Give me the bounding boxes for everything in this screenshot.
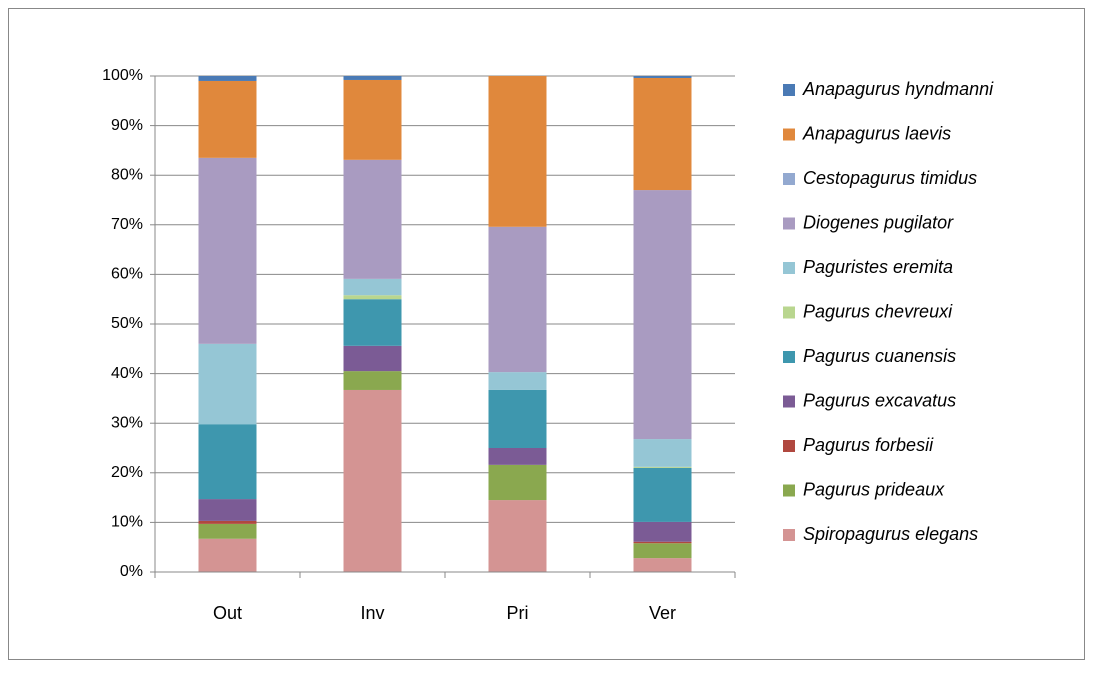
bar-segment [633, 558, 692, 572]
bar-segment [343, 79, 402, 160]
y-tick-label: 0% [120, 563, 143, 580]
legend-label: Pagurus excavatus [803, 390, 956, 410]
y-tick-label: 70% [111, 216, 143, 233]
legend-swatch [783, 84, 795, 96]
legend-label: Pagurus forbesii [803, 435, 934, 455]
legend-swatch [783, 217, 795, 230]
bar-segment [343, 76, 402, 80]
bar-segment [488, 76, 547, 227]
legend-swatch [783, 173, 795, 185]
y-tick-label: 80% [111, 166, 143, 183]
bar-segment [343, 295, 402, 300]
bar-segment [488, 389, 547, 448]
bar-segment [198, 538, 257, 572]
bar-segment [633, 543, 692, 559]
bar-segment [633, 76, 692, 78]
x-tick-label: Out [213, 603, 242, 623]
y-tick-label: 100% [102, 67, 143, 84]
bar-segment [343, 159, 402, 279]
bar-segment [343, 345, 402, 372]
legend-swatch [783, 128, 795, 141]
bar-segment [198, 76, 257, 81]
bar-segment [198, 523, 257, 539]
legend-swatch [783, 529, 795, 541]
legend-swatch [783, 484, 795, 497]
y-tick-label: 40% [111, 365, 143, 382]
y-tick-label: 90% [111, 117, 143, 134]
bar-segment [198, 424, 257, 500]
bar-segment [198, 499, 257, 521]
legend-label: Anapagurus hyndmanni [802, 79, 994, 99]
legend-swatch [783, 351, 795, 363]
legend-label: Paguristes eremita [803, 257, 953, 277]
legend-label: Anapagurus laevis [802, 123, 951, 143]
legend-swatch [783, 440, 795, 452]
x-tick-label: Ver [649, 603, 676, 623]
y-tick-label: 10% [111, 514, 143, 531]
bar-segment [633, 467, 692, 522]
legend-label: Pagurus chevreuxi [803, 301, 953, 321]
bar-segment [198, 343, 257, 425]
bar-segment [488, 226, 547, 373]
bar-segment [488, 372, 547, 390]
legend-swatch [783, 306, 795, 319]
bar-segment [488, 448, 547, 465]
bar-segment [633, 190, 692, 440]
x-tick-label: Inv [360, 603, 384, 623]
bar-segment [343, 278, 402, 296]
bar-segment [633, 521, 692, 542]
bar-segment [633, 77, 692, 191]
legend-label: Cestopagurus timidus [803, 168, 977, 188]
legend-swatch [783, 262, 795, 274]
legend-label: Pagurus cuanensis [803, 346, 956, 366]
y-tick-label: 50% [111, 315, 143, 332]
y-tick-label: 20% [111, 464, 143, 481]
bar-segment [198, 80, 257, 158]
y-tick-label: 60% [111, 266, 143, 283]
bar-segment [198, 157, 257, 344]
bar-segment [633, 466, 692, 468]
bar-segment [343, 371, 402, 390]
y-tick-label: 30% [111, 414, 143, 431]
bar-segment [488, 500, 547, 572]
x-tick-label: Pri [507, 603, 529, 623]
legend-label: Spiropagurus elegans [803, 524, 978, 544]
bar-segment [633, 541, 692, 544]
legend-swatch [783, 395, 795, 408]
bar-segment [488, 464, 547, 501]
legend-label: Pagurus prideaux [803, 479, 945, 499]
bar-segment [633, 439, 692, 467]
bar-segment [198, 520, 257, 524]
bar-segment [343, 299, 402, 346]
bar-segment [343, 389, 402, 572]
legend-label: Diogenes pugilator [803, 212, 954, 232]
